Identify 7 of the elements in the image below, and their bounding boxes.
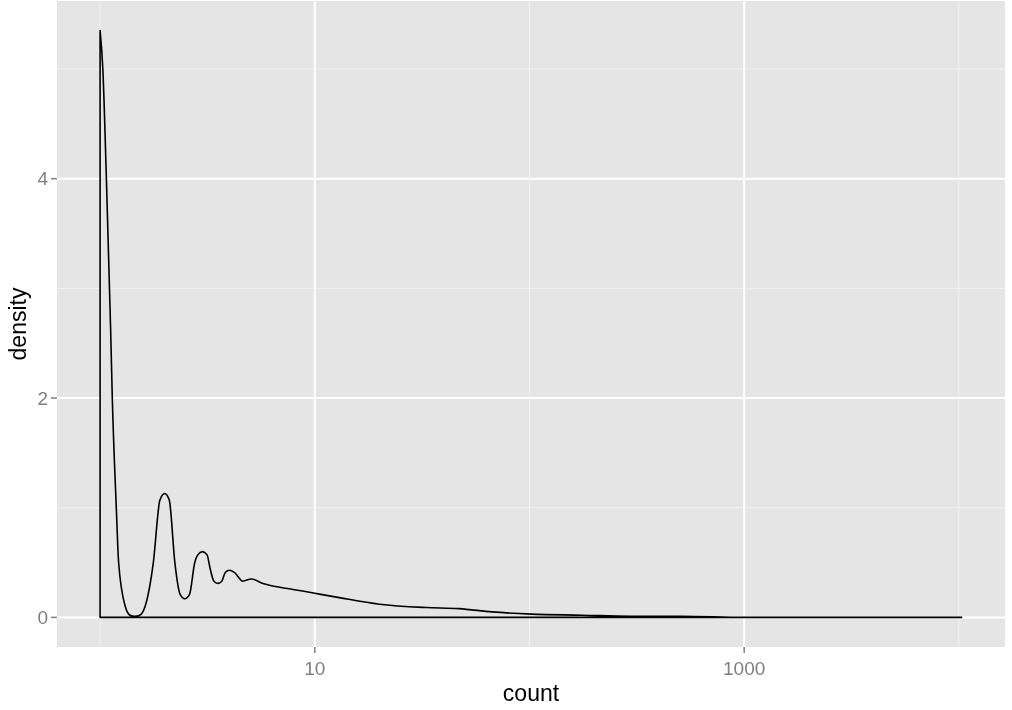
y-axis-title: density — [5, 287, 31, 361]
x-tick-label: 10 — [304, 658, 326, 679]
y-tick-label: 0 — [37, 607, 48, 629]
x-tick-label: 1000 — [723, 658, 766, 679]
y-tick-label: 2 — [37, 387, 48, 409]
x-axis-title: count — [502, 680, 560, 706]
y-tick-label: 4 — [37, 168, 49, 190]
